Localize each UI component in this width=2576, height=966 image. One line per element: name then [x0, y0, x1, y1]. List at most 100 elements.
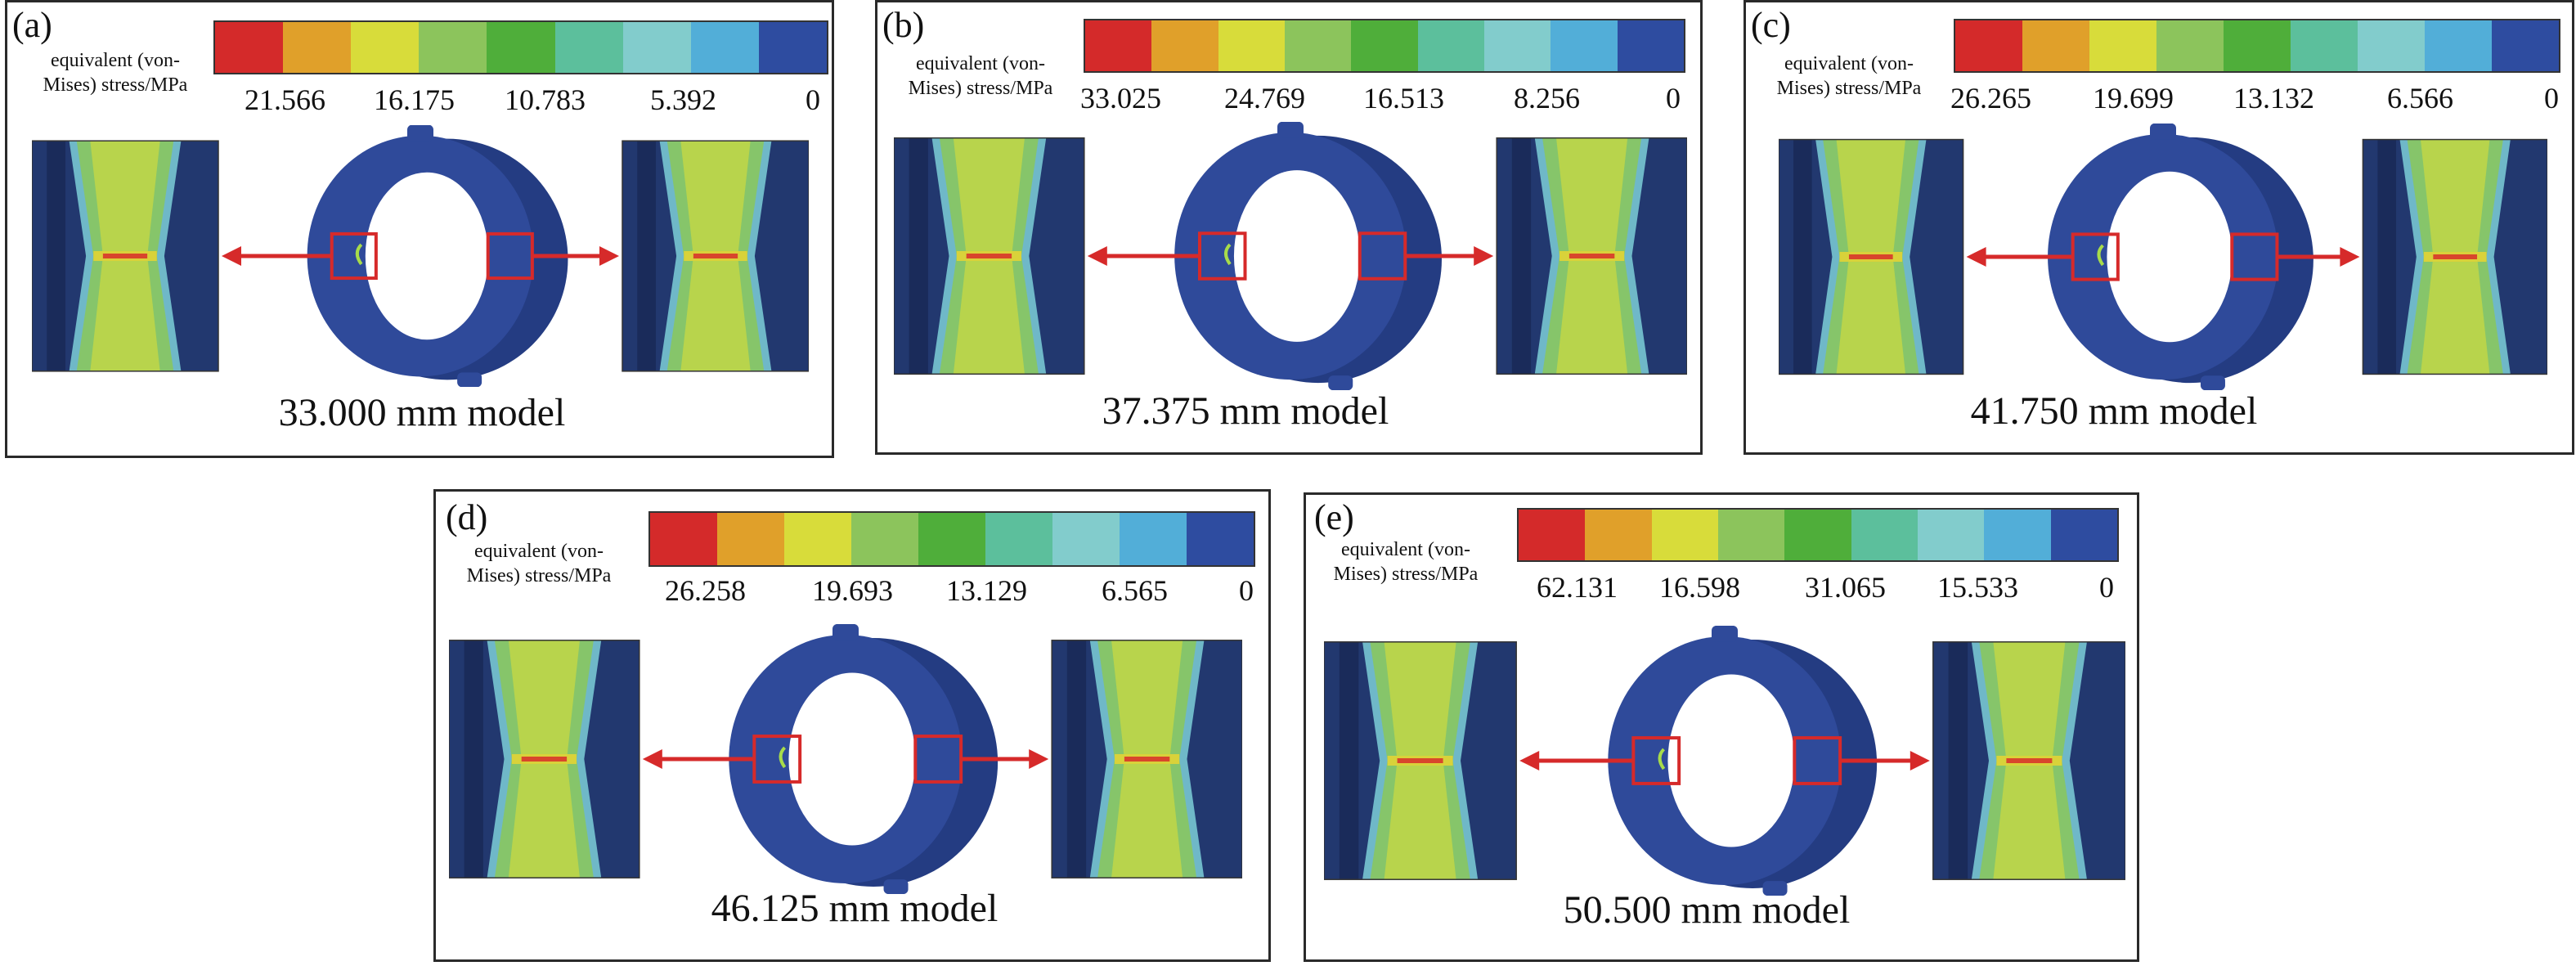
colorbar-segment: [2022, 20, 2089, 71]
colorbar-segment: [1551, 20, 1618, 71]
arrow-left-head: [222, 246, 241, 266]
legend-title-line1: equivalent (von-: [1341, 539, 1470, 560]
colorbar-tick: 0: [806, 83, 820, 116]
colorbar-segment: [851, 513, 918, 565]
ring-model-figure: [31, 124, 810, 388]
colorbar-tick-labels: 21.566 16.175 10.783 5.392 0: [213, 82, 828, 118]
arrow-left-head: [1966, 247, 1986, 267]
panel-c: (c) equivalent (von- Mises) stress/MPa 2…: [1744, 0, 2574, 455]
colorbar: [648, 511, 1255, 567]
ring-model-figure: [1323, 625, 2126, 896]
ring-model-figure: [1778, 123, 2548, 391]
colorbar-tick: 62.131: [1537, 571, 1618, 604]
colorbar-tick: 26.265: [1950, 82, 2031, 115]
legend-title-line1: equivalent (von-: [916, 53, 1045, 74]
colorbar-tick: 5.392: [650, 83, 716, 116]
panel-e: (e) equivalent (von- Mises) stress/MPa 6…: [1304, 492, 2139, 962]
legend-title: equivalent (von- Mises) stress/MPa: [1751, 52, 1947, 101]
colorbar-segment: [2224, 20, 2291, 71]
ring-model: [1174, 121, 1442, 391]
colorbar-segment: [1585, 510, 1652, 560]
zoom-inset-left: [31, 140, 219, 372]
colorbar-tick: 6.566: [2387, 82, 2453, 115]
colorbar-segment: [1351, 20, 1418, 71]
arrow-left-head: [642, 749, 662, 769]
arrow-right-head: [2340, 247, 2360, 267]
colorbar-segment: [1417, 20, 1484, 71]
highlight-box-left: [2071, 232, 2120, 281]
colorbar-segment: [985, 513, 1052, 565]
panel-letter: (d): [446, 497, 488, 537]
colorbar-segment: [487, 22, 555, 73]
legend-title-line2: Mises) stress/MPa: [908, 78, 1053, 99]
colorbar-tick: 8.256: [1514, 82, 1580, 115]
zoom-inset-right: [1932, 641, 2126, 880]
legend-title: equivalent (von- Mises) stress/MPa: [1309, 537, 1502, 586]
colorbar-segment: [622, 22, 691, 73]
colorbar-segment: [1151, 20, 1218, 71]
ring-model: [2048, 123, 2313, 391]
ring-model-figure: [448, 623, 1243, 895]
colorbar-tick: 13.129: [946, 574, 1027, 607]
colorbar-tick: 0: [1666, 82, 1681, 115]
colorbar-segment: [2156, 20, 2224, 71]
zoom-inset-right: [1496, 137, 1688, 375]
colorbar-tick: 0: [1239, 574, 1254, 607]
zoom-inset-right: [1051, 640, 1243, 878]
colorbar-tick-labels: 62.131 16.598 31.065 15.533 0: [1517, 569, 2119, 605]
colorbar-segment: [2089, 20, 2156, 71]
highlight-box-right: [486, 231, 534, 281]
zoom-inset-right: [2362, 138, 2548, 375]
colorbar-segment: [918, 513, 985, 565]
colorbar-segment: [419, 22, 487, 73]
colorbar-tick: 24.769: [1224, 82, 1305, 115]
colorbar-tick: 31.065: [1805, 571, 1886, 604]
colorbar-segment: [2291, 20, 2358, 71]
colorbar-segment: [758, 22, 827, 73]
panel-caption: 33.000 mm model: [278, 391, 566, 434]
arrow-right-head: [1029, 749, 1049, 769]
colorbar-segment: [1519, 510, 1586, 560]
legend-title: equivalent (von- Mises) stress/MPa: [22, 48, 209, 97]
colorbar-tick: 16.175: [374, 83, 455, 116]
colorbar: [1517, 508, 2119, 562]
colorbar-tick: 0: [2099, 571, 2114, 604]
legend-title-line1: equivalent (von-: [1784, 53, 1914, 74]
colorbar-segment: [1917, 510, 1985, 560]
colorbar-segment: [717, 513, 784, 565]
stress-figure: [1778, 123, 2548, 391]
colorbar-segment: [1784, 510, 1851, 560]
colorbar-segment: [1284, 20, 1352, 71]
zoom-inset-right: [622, 140, 810, 372]
ring-model: [307, 124, 568, 388]
colorbar-tick: 33.025: [1080, 82, 1161, 115]
colorbar-tick: 10.783: [505, 83, 586, 116]
colorbar-segment: [1717, 510, 1785, 560]
panel-caption: 46.125 mm model: [711, 887, 999, 930]
panel-caption: 50.500 mm model: [1563, 888, 1851, 932]
panel-b: (b) equivalent (von- Mises) stress/MPa 3…: [875, 0, 1703, 455]
panel-caption: 37.375 mm model: [1102, 389, 1389, 433]
arrow-right-head: [1474, 246, 1494, 266]
panel-letter: (a): [12, 5, 52, 45]
zoom-inset-left: [448, 640, 640, 878]
legend-title-line2: Mises) stress/MPa: [1333, 564, 1479, 585]
colorbar-segment: [2050, 510, 2117, 560]
colorbar-tick: 26.258: [665, 574, 746, 607]
colorbar-tick-labels: 33.025 24.769 16.513 8.256 0: [1080, 80, 1685, 116]
colorbar-segment: [784, 513, 851, 565]
colorbar-segment: [1085, 20, 1152, 71]
colorbar-segment: [650, 513, 717, 565]
arrow-right-head: [599, 246, 619, 266]
arrow-left-head: [1087, 246, 1107, 266]
colorbar-segment: [283, 22, 352, 73]
colorbar-segment: [1955, 20, 2022, 71]
colorbar-segment: [1187, 513, 1254, 565]
colorbar-segment: [554, 22, 623, 73]
colorbar: [213, 20, 828, 74]
colorbar-tick: 16.513: [1363, 82, 1444, 115]
panel-caption: 41.750 mm model: [1970, 389, 2258, 433]
legend-title-line2: Mises) stress/MPa: [466, 565, 612, 586]
legend-title-line1: equivalent (von-: [51, 50, 180, 71]
legend-title: equivalent (von- Mises) stress/MPa: [439, 539, 639, 588]
